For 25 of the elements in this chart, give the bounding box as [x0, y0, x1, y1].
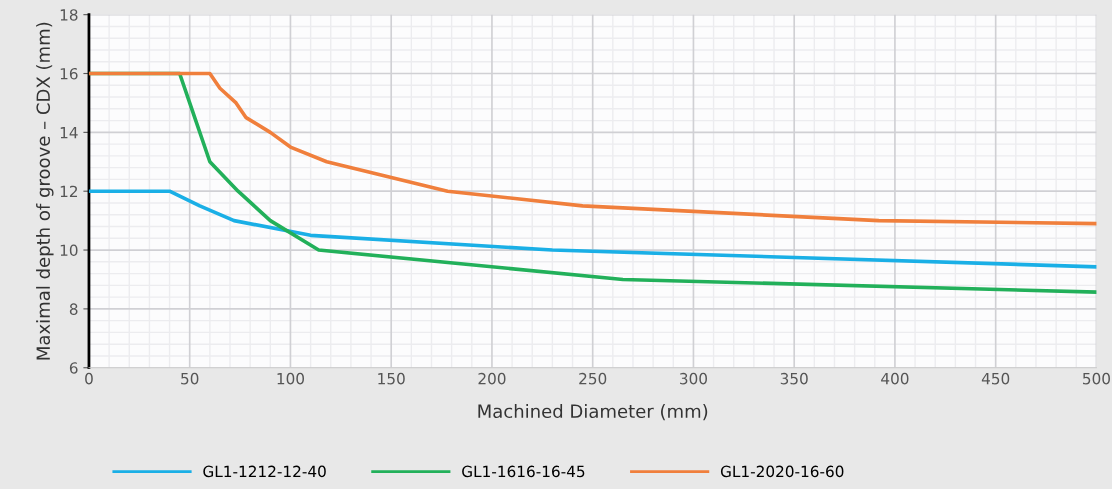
line-series [88, 189, 1097, 269]
legend-label: GL1-1212-12-40 [203, 465, 326, 478]
x-tick-label: 100 [277, 372, 305, 385]
x-tick-label: 450 [981, 372, 1010, 385]
x-tick-label: 200 [478, 372, 506, 385]
line-series [88, 71, 1097, 226]
y-tick-label: 6 [69, 362, 78, 374]
y-tick-label: 12 [60, 185, 78, 197]
legend-label: GL1-2020-16-60 [720, 465, 844, 478]
x-tick-label: 400 [881, 372, 909, 385]
y-tick-label: 14 [60, 127, 78, 139]
y-tick-label: 10 [60, 244, 78, 257]
x-axis-title: Machined Diameter (mm) [478, 404, 708, 421]
x-tick-label: 50 [181, 372, 199, 385]
x-tick-label: 150 [378, 372, 405, 385]
x-tick-label: 500 [1083, 372, 1110, 385]
x-tick-label: 0 [85, 372, 93, 385]
y-tick-label: 8 [69, 303, 78, 315]
x-tick-label: 350 [780, 372, 808, 385]
y-axis-title: Maximal depth of groove – CDX (mm) [36, 22, 54, 360]
legend-label: GL1-1616-16-45 [462, 465, 585, 478]
y-tick-label: 16 [60, 67, 78, 80]
y-tick-label: 18 [60, 9, 78, 21]
x-tick-label: 250 [579, 372, 607, 385]
x-tick-label: 300 [680, 372, 708, 385]
